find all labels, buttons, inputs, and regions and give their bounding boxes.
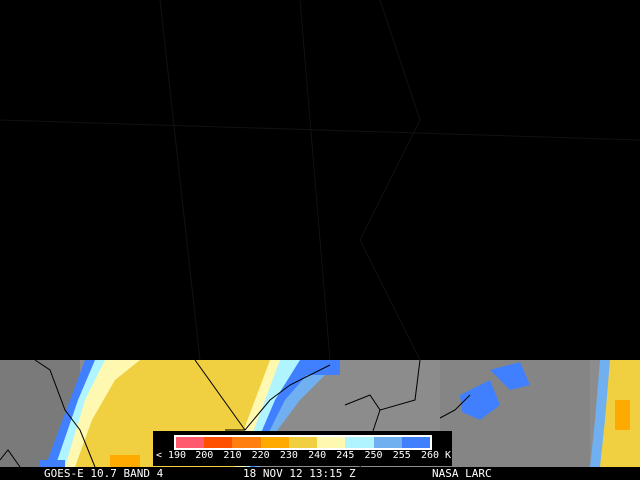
state-borders xyxy=(0,359,471,468)
colorbar-swatch xyxy=(345,437,374,448)
datetime-label: 18 NOV 12 13:15 Z xyxy=(243,467,356,480)
colorbar-ticks: < 190 200 210 220 230 240 245 250 255 260 K xyxy=(153,450,452,464)
colorbar-tick-label: 245 xyxy=(336,450,355,461)
colorbar-swatch xyxy=(232,437,261,448)
faint-map-borders-top xyxy=(0,0,640,361)
colorbar-swatch xyxy=(204,437,233,448)
colorbar-swatch xyxy=(317,437,346,448)
colorbar-tick-label: 240 xyxy=(308,450,327,461)
no-data-region xyxy=(0,0,640,360)
colorbar-swatch xyxy=(373,437,402,448)
colorbar-swatches xyxy=(174,435,432,450)
colorbar-swatch xyxy=(401,437,430,448)
colorbar-tick-label: 255 xyxy=(392,450,411,461)
colorbar-swatch xyxy=(260,437,289,448)
temperature-colorbar: < 190 200 210 220 230 240 245 250 255 260 K xyxy=(153,431,452,466)
source-label: NASA LARC xyxy=(432,467,492,480)
colorbar-tick-label: 250 xyxy=(364,450,383,461)
caption-bar: GOES-E 10.7 BAND 4 18 NOV 12 13:15 Z NAS… xyxy=(0,467,640,480)
satellite-band-label: GOES-E 10.7 BAND 4 xyxy=(44,467,164,480)
colorbar-tick-label: 230 xyxy=(279,450,298,461)
colorbar-swatch xyxy=(288,437,318,448)
colorbar-tick-label: 200 xyxy=(195,450,214,461)
colorbar-tick-label: 210 xyxy=(223,450,242,461)
colorbar-tick-label: 260 K xyxy=(420,450,452,461)
colorbar-tick-label: < 190 xyxy=(155,450,187,461)
colorbar-swatch xyxy=(176,437,205,448)
colorbar-tick-label: 220 xyxy=(251,450,270,461)
